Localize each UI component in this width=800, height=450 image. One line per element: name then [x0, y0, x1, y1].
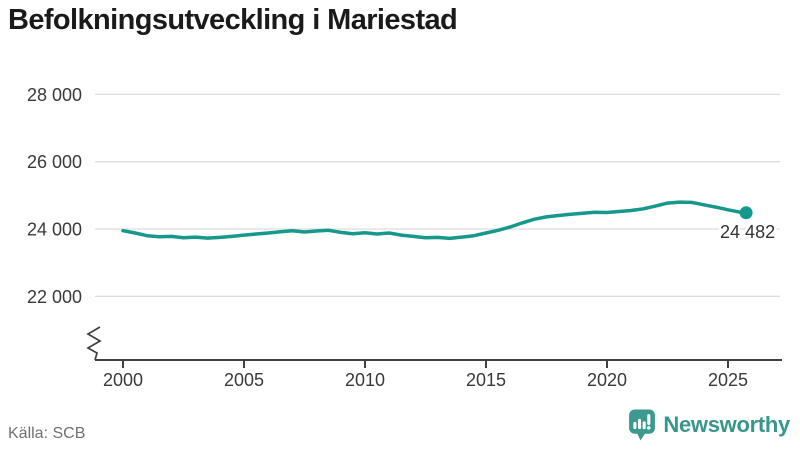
x-tick-label: 2010: [345, 370, 385, 390]
x-tick-label: 2015: [466, 370, 506, 390]
y-tick-label: 28 000: [27, 85, 82, 105]
y-gridlines: [95, 93, 780, 297]
axis-break-icon: [86, 326, 102, 361]
newsworthy-wordmark: Newsworthy: [663, 412, 790, 437]
newsworthy-chart-bubble-icon: [629, 409, 656, 441]
x-tick-label: 2000: [103, 370, 143, 390]
population-line: [121, 200, 748, 241]
source-note: Källa: SCB: [8, 425, 86, 442]
x-tick-label: 2005: [224, 370, 264, 390]
chart-title: Befolkningsutveckling i Mariestad: [8, 4, 458, 36]
x-tick-label: 2020: [587, 370, 627, 390]
latest-value-label: 24 482: [720, 222, 775, 242]
newsworthy-logo: Newsworthy: [628, 409, 790, 441]
y-axis-labels: 22 000 24 000 26 000 28 000: [27, 85, 82, 307]
x-tick-label: 2025: [708, 370, 748, 390]
y-tick-label: 22 000: [27, 287, 82, 307]
y-tick-label: 26 000: [27, 152, 82, 172]
y-tick-label: 24 000: [27, 220, 82, 240]
latest-point: [739, 206, 753, 220]
x-axis: 2000 2005 2010 2015 2020 2025: [95, 359, 782, 390]
